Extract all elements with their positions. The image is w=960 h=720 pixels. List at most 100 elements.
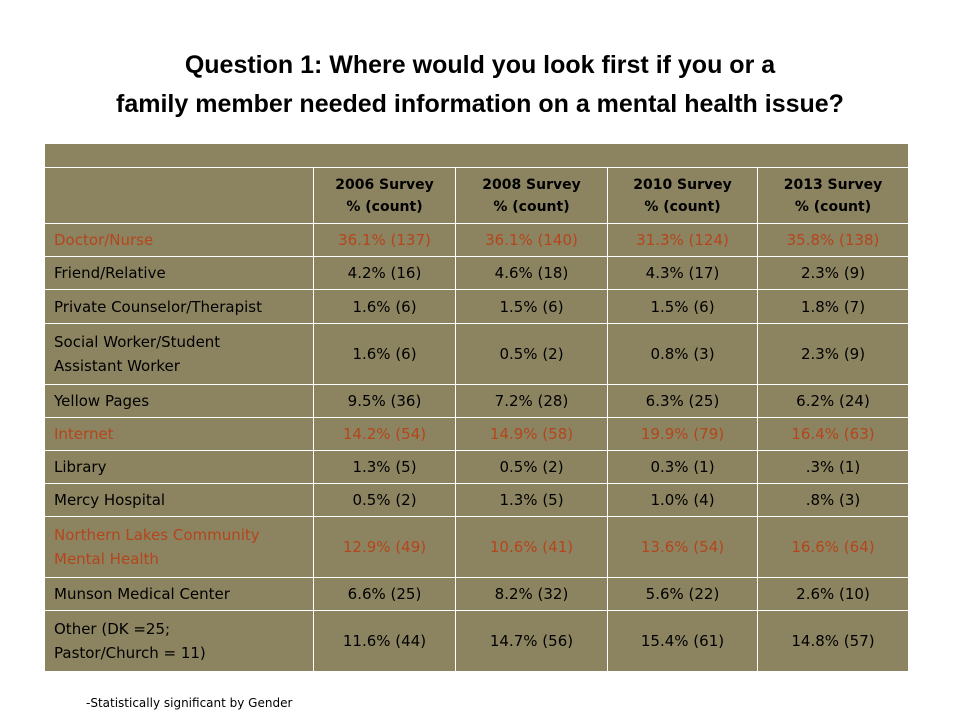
value-cell: 1.3% (5) xyxy=(455,483,608,517)
value-cell: 15.4% (61) xyxy=(607,610,758,672)
header-2013-survey: 2013 Survey xyxy=(783,176,883,193)
row-label: Pastor/Church = 11) xyxy=(54,644,206,662)
row-label: Mercy Hospital xyxy=(54,491,166,509)
table-row: Internet 14.2% (54) 14.9% (58) 19.9% (79) 16… xyxy=(44,417,909,451)
value-cell: 14.9% (58) xyxy=(455,417,608,451)
value-cell: 13.6% (54) xyxy=(607,516,758,578)
row-label: Private Counselor/Therapist xyxy=(54,297,262,316)
row-label-cell: Northern Lakes Community Mental Health xyxy=(44,516,314,578)
table-row: Munson Medical Center 6.6% (25) 8.2% (32) 5… xyxy=(44,577,909,611)
row-label-cell: Other (DK =25; Pastor/Church = 11) xyxy=(44,610,314,672)
row-label-cell: Yellow Pages xyxy=(44,384,314,418)
table-row: Private Counselor/Therapist 1.6% (6) 1.5% … xyxy=(44,289,909,324)
value-cell: 9.5% (36) xyxy=(313,384,456,418)
row-label: Social Worker/Student xyxy=(54,333,221,351)
row-label-cell: Friend/Relative xyxy=(44,256,314,290)
header-row: 2006 Survey % (count) 2008 Survey % (count… xyxy=(44,167,909,224)
header-2006-unit: % (count) xyxy=(346,198,423,215)
row-label-cell: Social Worker/Student Assistant Worker xyxy=(44,323,314,385)
value-cell: 19.9% (79) xyxy=(607,417,758,451)
value-cell: 1.6% (6) xyxy=(313,289,456,324)
value-cell: 14.7% (56) xyxy=(455,610,608,672)
table-row: Mercy Hospital 0.5% (2) 1.3% (5) 1.0% (4) .8… xyxy=(44,483,909,517)
table-row: Friend/Relative 4.2% (16) 4.6% (18) 4.3% (1… xyxy=(44,256,909,290)
value-cell: 6.3% (25) xyxy=(607,384,758,418)
value-cell: 0.8% (3) xyxy=(607,323,758,385)
value-cell: 6.6% (25) xyxy=(313,577,456,611)
row-label-cell: Internet xyxy=(44,417,314,451)
row-label-cell: Library xyxy=(44,450,314,484)
value-cell: .8% (3) xyxy=(757,483,909,517)
slide-title: Question 1: Where would you look first i… xyxy=(0,46,960,124)
table-row: Doctor/Nurse 36.1% (137) 36.1% (140) 31.3% … xyxy=(44,223,909,257)
header-2010-survey: 2010 Survey xyxy=(633,176,732,193)
value-cell: 1.5% (6) xyxy=(455,289,608,324)
header-2013: 2013 Survey % (count) xyxy=(757,167,909,224)
value-cell: 0.5% (2) xyxy=(455,450,608,484)
row-label-cell: Private Counselor/Therapist xyxy=(44,289,314,324)
value-cell: 12.9% (49) xyxy=(313,516,456,578)
value-cell: 16.4% (63) xyxy=(757,417,909,451)
value-cell: 5.6% (22) xyxy=(607,577,758,611)
table-row: Social Worker/Student Assistant Worker 1.6… xyxy=(44,323,909,385)
value-cell: 0.5% (2) xyxy=(455,323,608,385)
header-corner-cell xyxy=(44,167,314,224)
row-label: Assistant Worker xyxy=(54,357,180,375)
header-2013-unit: % (count) xyxy=(794,198,872,215)
value-cell: .3% (1) xyxy=(757,450,909,484)
table-top-band xyxy=(44,143,909,168)
row-label: Mental Health xyxy=(54,550,159,568)
header-2008: 2008 Survey % (count) xyxy=(455,167,608,224)
value-cell: 0.3% (1) xyxy=(607,450,758,484)
row-label: Other (DK =25; xyxy=(54,620,171,638)
table-row: Northern Lakes Community Mental Health 12.… xyxy=(44,516,909,578)
table-row: Yellow Pages 9.5% (36) 7.2% (28) 6.3% (25) 6… xyxy=(44,384,909,418)
row-label: Doctor/Nurse xyxy=(54,231,154,249)
value-cell: 8.2% (32) xyxy=(455,577,608,611)
value-cell: 1.5% (6) xyxy=(607,289,758,324)
title-line-2: family member needed information on a me… xyxy=(116,90,844,118)
row-label: Munson Medical Center xyxy=(54,585,230,603)
row-label: Friend/Relative xyxy=(54,264,166,282)
header-2008-survey: 2008 Survey xyxy=(482,176,581,193)
header-2006: 2006 Survey % (count) xyxy=(313,167,456,224)
row-label-cell: Doctor/Nurse xyxy=(44,223,314,257)
row-label: Northern Lakes Community xyxy=(54,526,260,544)
row-label-cell: Mercy Hospital xyxy=(44,483,314,517)
value-cell: 36.1% (140) xyxy=(455,223,608,257)
header-2010-unit: % (count) xyxy=(644,198,721,215)
value-cell: 1.0% (4) xyxy=(607,483,758,517)
value-cell: 10.6% (41) xyxy=(455,516,608,578)
value-cell: 36.1% (137) xyxy=(313,223,456,257)
value-cell: 1.3% (5) xyxy=(313,450,456,484)
header-2006-survey: 2006 Survey xyxy=(335,176,434,193)
top-band-cell xyxy=(44,143,909,168)
table-row: Library 1.3% (5) 0.5% (2) 0.3% (1) .3% (1) xyxy=(44,450,909,484)
value-cell: 2.3% (9) xyxy=(757,323,909,385)
value-cell: 1.6% (6) xyxy=(313,323,456,385)
title-line-1: Question 1: Where would you look first i… xyxy=(184,51,776,79)
value-cell: 14.8% (57) xyxy=(757,610,909,672)
value-cell: 1.8% (7) xyxy=(757,289,909,324)
table-row: Other (DK =25; Pastor/Church = 11) 11.6% (… xyxy=(44,610,909,672)
value-cell: 7.2% (28) xyxy=(455,384,608,418)
value-cell: 4.3% (17) xyxy=(607,256,758,290)
footnote: -Statistically significant by Gender xyxy=(86,696,293,710)
value-cell: 2.6% (10) xyxy=(757,577,909,611)
value-cell: 16.6% (64) xyxy=(757,516,909,578)
value-cell: 4.2% (16) xyxy=(313,256,456,290)
value-cell: 2.3% (9) xyxy=(757,256,909,290)
row-label: Yellow Pages xyxy=(54,392,150,410)
header-2010: 2010 Survey % (count) xyxy=(607,167,758,224)
value-cell: 14.2% (54) xyxy=(313,417,456,451)
value-cell: 31.3% (124) xyxy=(607,223,758,257)
value-cell: 6.2% (24) xyxy=(757,384,909,418)
value-cell: 4.6% (18) xyxy=(455,256,608,290)
value-cell: 0.5% (2) xyxy=(313,483,456,517)
row-label: Library xyxy=(54,458,107,476)
value-cell: 35.8% (138) xyxy=(757,223,909,257)
header-2008-unit: % (count) xyxy=(493,198,570,215)
row-label: Internet xyxy=(54,425,114,443)
survey-results-table: 2006 Survey % (count) 2008 Survey % (count… xyxy=(44,143,909,672)
value-cell: 11.6% (44) xyxy=(313,610,456,672)
